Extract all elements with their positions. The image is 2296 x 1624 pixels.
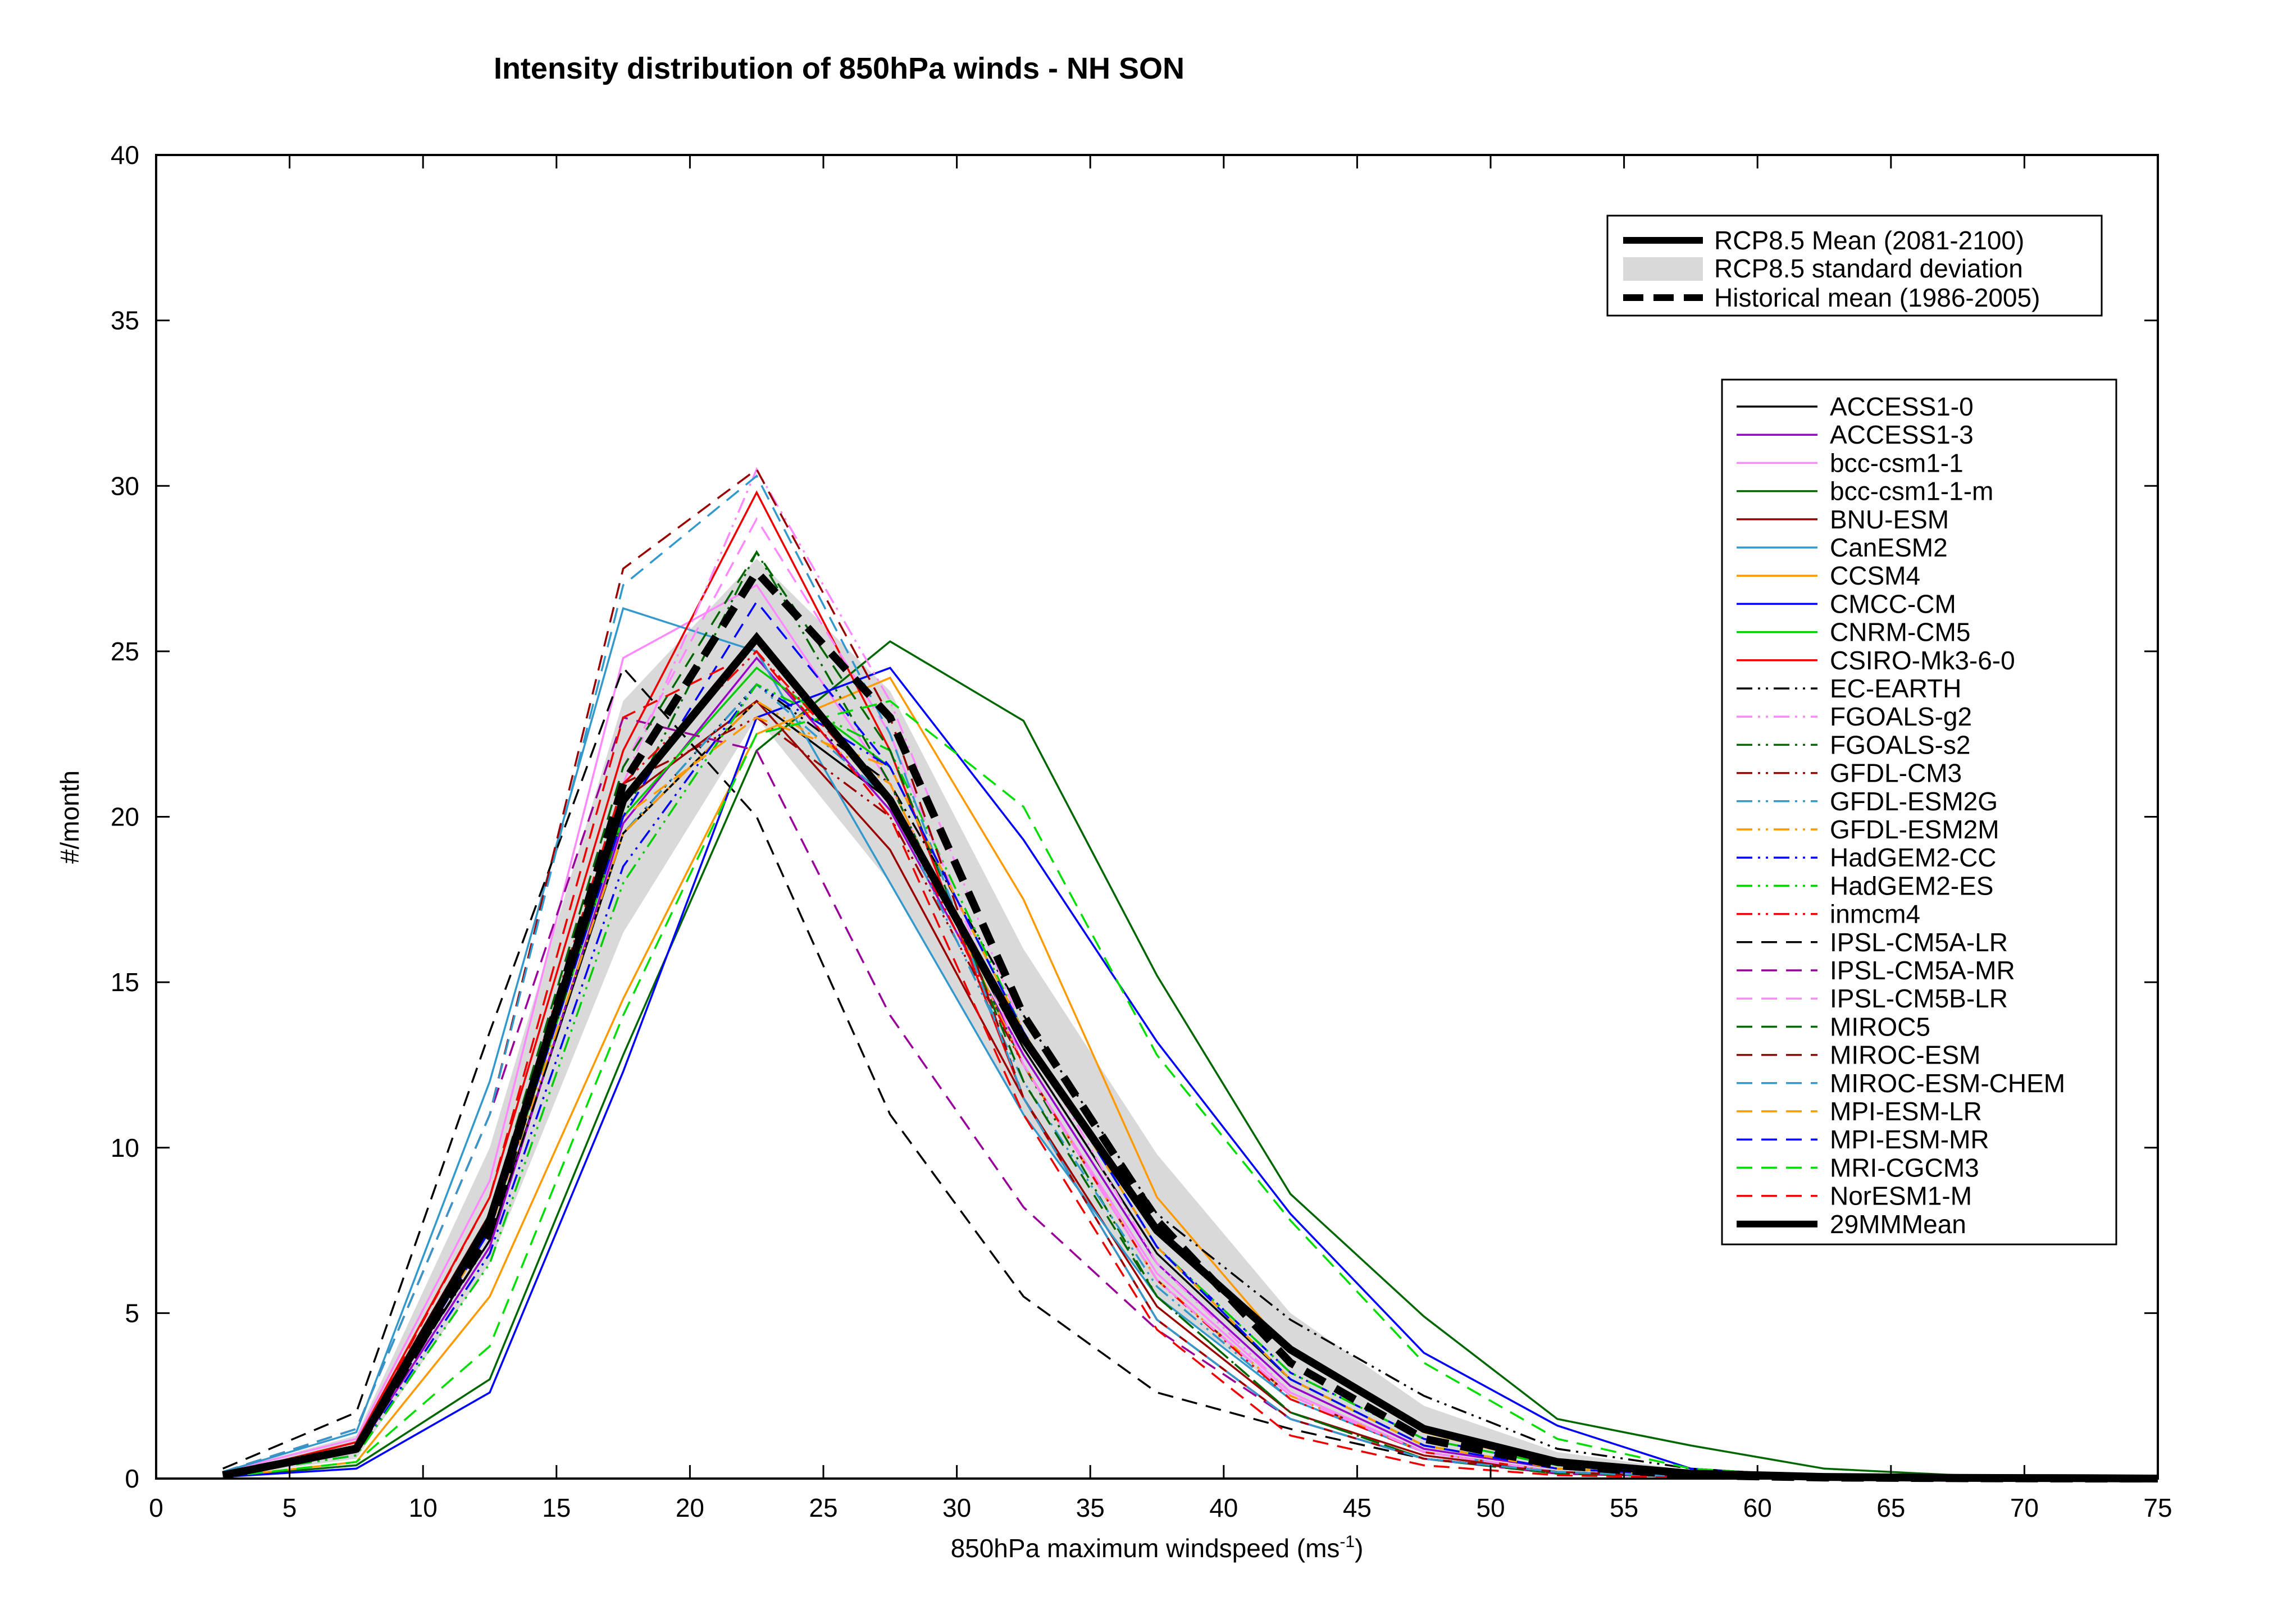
legend-label-29mmmean: 29MMMean (1830, 1210, 1966, 1239)
summary-legend-std-swatch (1623, 257, 1703, 281)
legend-label-inmcm4: inmcm4 (1830, 900, 1920, 929)
x-tick-label: 5 (283, 1493, 297, 1522)
x-tick-label: 75 (2143, 1493, 2172, 1522)
summary-legend: RCP8.5 Mean (2081-2100) RCP8.5 standard … (1606, 215, 2103, 317)
y-tick-label: 15 (111, 968, 139, 997)
legend-label-bcc-csm1-1-m: bcc-csm1-1-m (1830, 477, 1993, 506)
y-tick-label: 0 (125, 1464, 139, 1493)
x-tick-label: 30 (942, 1493, 971, 1522)
legend-label-fgoals-g2: FGOALS-g2 (1830, 702, 1972, 731)
legend-label-gfdl-esm2m: GFDL-ESM2M (1830, 815, 1999, 844)
y-tick-label: 10 (111, 1133, 139, 1162)
legend-label-canesm2: CanESM2 (1830, 533, 1948, 562)
legend-label-miroc-esm: MIROC-ESM (1830, 1041, 1980, 1070)
x-tick-label: 70 (2010, 1493, 2039, 1522)
legend-label-hadgem2-cc: HadGEM2-CC (1830, 843, 1997, 872)
x-axis-ticks: 0 5 10 15 20 25 30 35 40 45 50 55 60 65 70 75 (149, 155, 2172, 1522)
x-tick-label: 60 (1743, 1493, 1772, 1522)
legend-label-ccsm4: CCSM4 (1830, 561, 1920, 590)
y-tick-label: 25 (111, 637, 139, 666)
x-tick-label: 55 (1610, 1493, 1638, 1522)
legend-label-hadgem2-es: HadGEM2-ES (1830, 871, 1993, 900)
summary-legend-std-label: RCP8.5 standard deviation (1714, 254, 2023, 283)
y-axis-title: #/month (55, 770, 84, 864)
legend-label-cmcc-cm: CMCC-CM (1830, 589, 1956, 618)
chart-title: Intensity distribution of 850hPa winds -… (494, 52, 1185, 85)
std-band-layer (222, 558, 2158, 1479)
x-tick-label: 50 (1476, 1493, 1505, 1522)
x-tick-label: 35 (1076, 1493, 1105, 1522)
x-axis-title-sup: -1 (1340, 1532, 1355, 1551)
legend-label-miroc5: MIROC5 (1830, 1012, 1930, 1041)
legend-label-fgoals-s2: FGOALS-s2 (1830, 730, 1971, 759)
x-tick-label: 45 (1343, 1493, 1372, 1522)
summary-legend-hist-label: Historical mean (1986-2005) (1714, 283, 2040, 312)
std-band (222, 558, 2158, 1479)
series-line-miroc-esm-chem (222, 474, 2158, 1480)
model-legend: ACCESS1-0ACCESS1-3bcc-csm1-1bcc-csm1-1-m… (1721, 378, 2117, 1246)
legend-label-gfdl-cm3: GFDL-CM3 (1830, 759, 1962, 788)
legend-label-noresm1-m: NorESM1-M (1830, 1181, 1972, 1211)
summary-legend-mean-label: RCP8.5 Mean (2081-2100) (1714, 226, 2024, 255)
x-axis-title: 850hPa maximum windspeed (ms-1) (951, 1532, 1364, 1563)
y-tick-label: 35 (111, 306, 139, 335)
legend-label-bcc-csm1-1: bcc-csm1-1 (1830, 448, 1964, 477)
legend-label-ec-earth: EC-EARTH (1830, 674, 1961, 703)
x-tick-label: 65 (1876, 1493, 1905, 1522)
legend-label-access1-0: ACCESS1-0 (1830, 392, 1974, 421)
legend-label-gfdl-esm2g: GFDL-ESM2G (1830, 787, 1998, 816)
x-tick-label: 20 (676, 1493, 704, 1522)
legend-label-cnrm-cm5: CNRM-CM5 (1830, 618, 1970, 647)
x-tick-label: 15 (542, 1493, 571, 1522)
x-tick-label: 40 (1209, 1493, 1238, 1522)
legend-label-ipsl-cm5b-lr: IPSL-CM5B-LR (1830, 984, 2008, 1013)
legend-label-ipsl-cm5a-mr: IPSL-CM5A-MR (1830, 956, 2015, 985)
legend-label-mpi-esm-lr: MPI-ESM-LR (1830, 1097, 1982, 1126)
x-tick-label: 10 (409, 1493, 438, 1522)
x-axis-title-main: 850hPa maximum windspeed (ms (951, 1534, 1340, 1563)
x-axis-title-end: ) (1355, 1534, 1363, 1563)
model-legend-box (1721, 378, 2117, 1246)
legend-label-csiro-mk3-6-0: CSIRO-Mk3-6-0 (1830, 646, 2015, 675)
legend-label-mpi-esm-mr: MPI-ESM-MR (1830, 1125, 1989, 1154)
legend-label-access1-3: ACCESS1-3 (1830, 420, 1974, 449)
legend-label-miroc-esm-chem: MIROC-ESM-CHEM (1830, 1069, 2065, 1098)
x-tick-label: 25 (809, 1493, 837, 1522)
series-line-ipsl-cm5a-mr (222, 716, 2158, 1480)
y-tick-label: 30 (111, 471, 139, 500)
y-tick-label: 5 (125, 1298, 139, 1328)
y-tick-label: 20 (111, 802, 139, 832)
legend-label-bnu-esm: BNU-ESM (1830, 505, 1949, 534)
x-tick-label: 0 (149, 1493, 163, 1522)
y-axis-ticks: 0 5 10 15 20 25 30 35 40 (111, 140, 2158, 1493)
legend-label-mri-cgcm3: MRI-CGCM3 (1830, 1153, 1979, 1182)
legend-label-ipsl-cm5a-lr: IPSL-CM5A-LR (1830, 928, 2008, 957)
series-line-fgoals-g2 (222, 467, 2158, 1480)
y-tick-label: 40 (111, 140, 139, 170)
